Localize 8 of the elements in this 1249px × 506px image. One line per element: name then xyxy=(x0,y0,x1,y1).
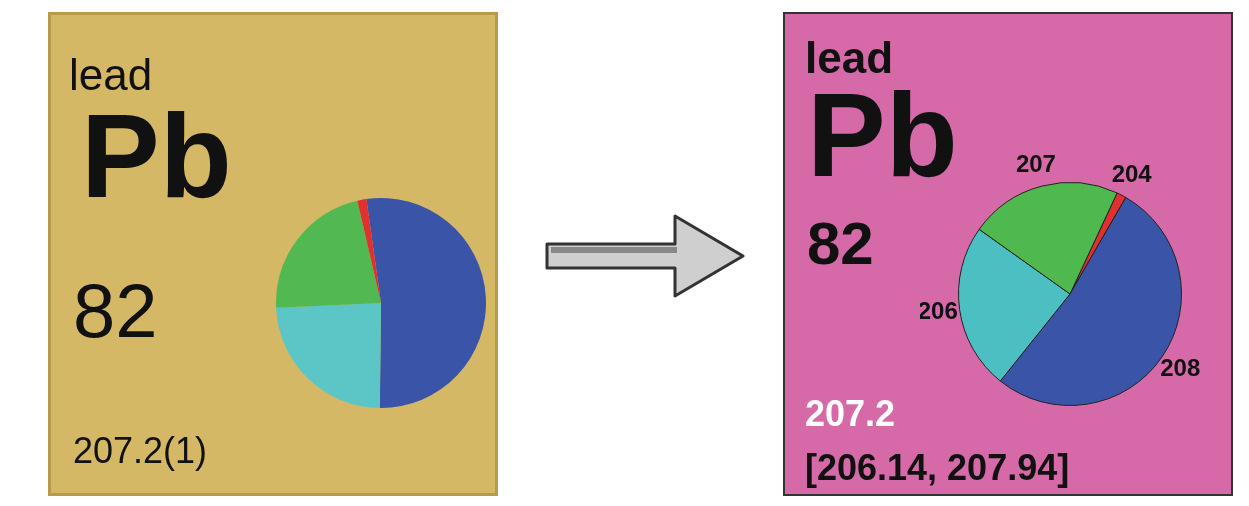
text: 82 xyxy=(807,210,874,277)
slice-label: 204 xyxy=(1111,160,1153,188)
text: 207.2 xyxy=(805,393,896,434)
slice-label: 207 xyxy=(1015,149,1056,177)
slice-label: 208 xyxy=(1160,353,1201,381)
text: [206.14, 207.94] xyxy=(805,447,1070,488)
text: 207.2(1) xyxy=(73,430,208,471)
text: 82 xyxy=(73,268,158,353)
